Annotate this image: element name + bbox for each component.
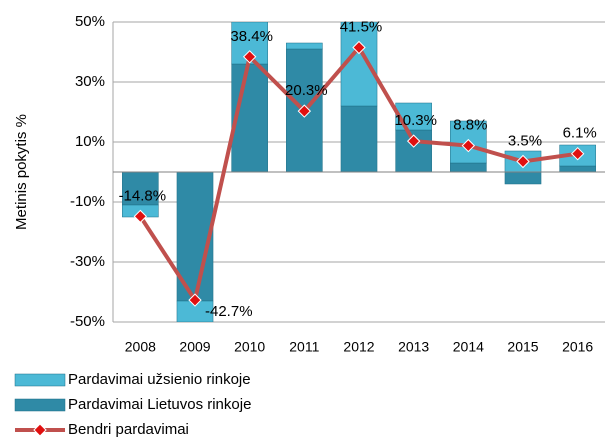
bar (450, 162, 487, 173)
y-axis-label: Metinis pokytis % (13, 114, 30, 230)
bar (559, 165, 596, 173)
data-label: 41.5% (340, 18, 383, 35)
y-tick-label: -50% (70, 313, 105, 330)
marker (188, 293, 202, 307)
y-tick-label: 30% (75, 73, 105, 90)
data-label: -14.8% (119, 187, 167, 204)
bar (340, 105, 378, 173)
marker (352, 40, 366, 55)
marker (461, 138, 476, 153)
data-label: 6.1% (563, 125, 597, 142)
bar (504, 171, 542, 185)
bar (395, 102, 432, 131)
x-tick-label: 2011 (289, 339, 319, 355)
x-tick-label: 2008 (125, 339, 156, 355)
marker (297, 104, 312, 118)
marker (242, 50, 257, 64)
data-label: 10.3% (394, 112, 437, 129)
legend-swatch (14, 398, 66, 412)
x-tick-label: 2013 (398, 339, 429, 355)
legend-marker (33, 423, 47, 437)
data-label: 20.3% (285, 82, 328, 99)
x-tick-label: 2010 (234, 339, 265, 355)
legend-label: Bendri pardavimai (68, 421, 189, 438)
x-tick-label: 2015 (507, 339, 538, 355)
legend-label: Pardavimai Lietuvos rinkoje (68, 396, 251, 413)
x-tick-label: 2009 (179, 339, 210, 355)
y-tick-label: 10% (75, 133, 105, 150)
y-tick-label: -30% (70, 253, 105, 270)
x-tick-label: 2012 (343, 339, 374, 355)
marker (516, 154, 530, 169)
bar (286, 42, 323, 50)
x-tick-label: 2016 (562, 339, 593, 355)
y-tick-label: 50% (75, 13, 105, 30)
data-label: 8.8% (453, 117, 487, 134)
marker (133, 209, 148, 224)
marker (570, 146, 585, 161)
marker (406, 134, 421, 148)
x-tick-label: 2014 (453, 339, 484, 355)
data-label: 3.5% (508, 132, 542, 149)
data-label: -42.7% (205, 303, 253, 320)
legend-label: Pardavimai užsienio rinkoje (68, 371, 251, 388)
bars (122, 22, 596, 322)
y-tick-label: -10% (70, 193, 105, 210)
data-label: 38.4% (230, 28, 273, 45)
legend-swatch (14, 373, 66, 387)
